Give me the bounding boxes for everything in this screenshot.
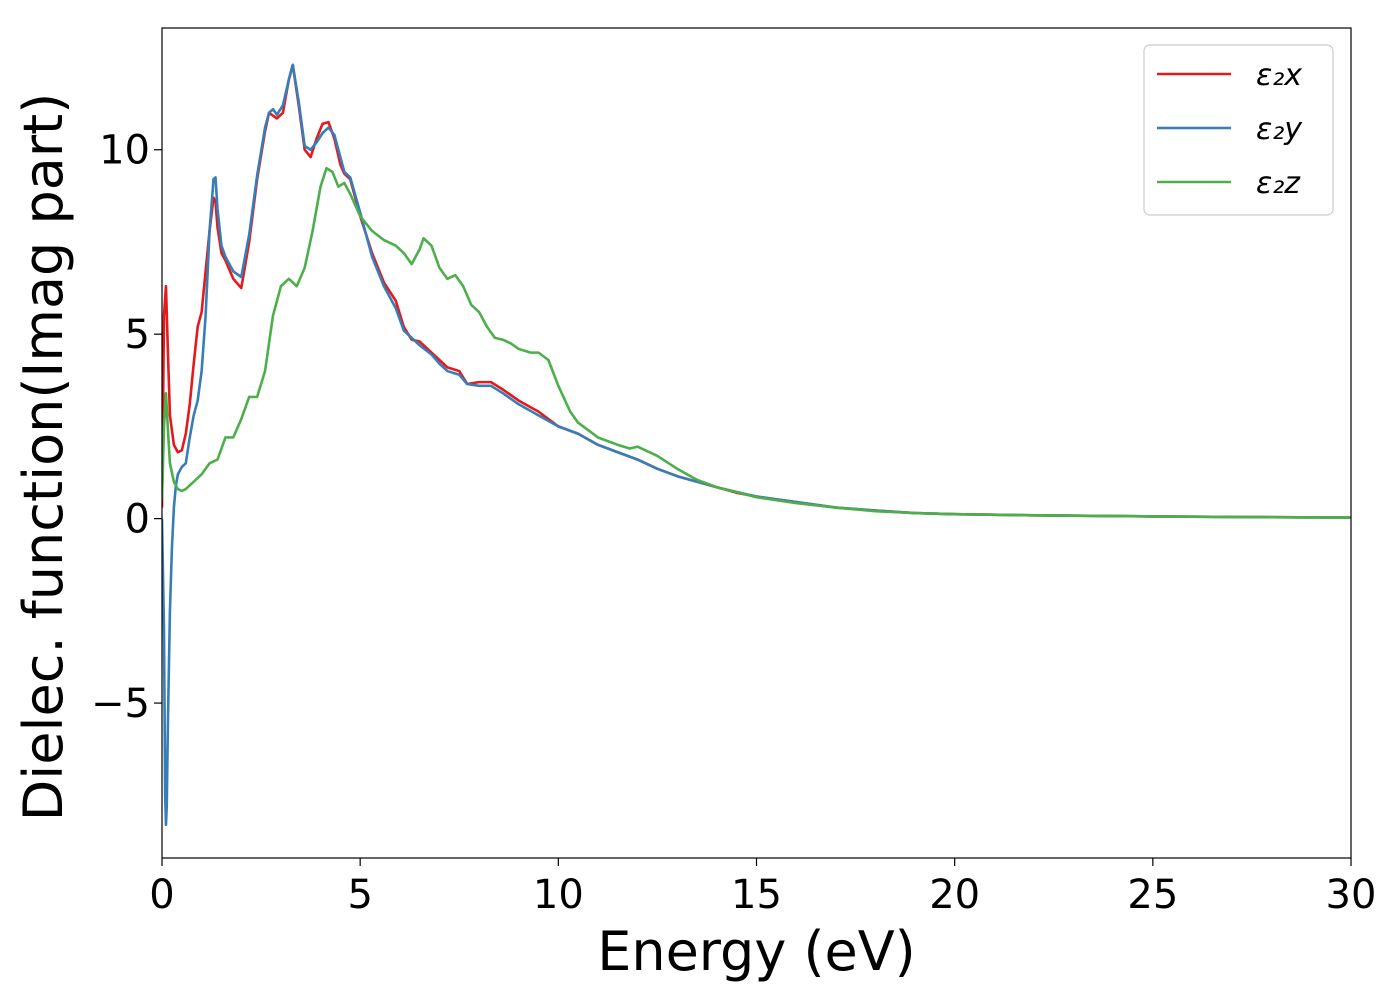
- x-axis-label: Energy (eV): [597, 920, 916, 983]
- legend-label: ε₂y: [1256, 112, 1303, 147]
- series-line-3: [162, 166, 1351, 519]
- x-tick-label: 10: [533, 872, 584, 918]
- series-lines: [162, 63, 1351, 827]
- y-tick-label: 0: [125, 497, 150, 543]
- legend-label: ε₂x: [1256, 58, 1302, 93]
- y-axis: −5 0 5 10: [91, 128, 162, 727]
- y-tick-label: 10: [99, 128, 150, 174]
- x-tick-label: 5: [347, 872, 372, 918]
- y-tick-label: 5: [125, 312, 150, 358]
- legend: ε₂x ε₂y ε₂z: [1143, 44, 1334, 216]
- x-tick-label: 30: [1326, 872, 1377, 918]
- x-tick-label: 0: [149, 872, 174, 918]
- legend-label: ε₂z: [1256, 166, 1301, 201]
- x-tick-label: 20: [929, 872, 980, 918]
- y-tick-label: −5: [91, 681, 150, 727]
- x-tick-label: 25: [1127, 872, 1178, 918]
- series-line-2: [162, 63, 1351, 827]
- x-tick-label: 15: [731, 872, 782, 918]
- legend-box: [1143, 44, 1334, 216]
- y-axis-label: Dielec. function(Imag part): [12, 93, 75, 822]
- x-axis: 0 5 10 15 20 25 30: [149, 858, 1376, 918]
